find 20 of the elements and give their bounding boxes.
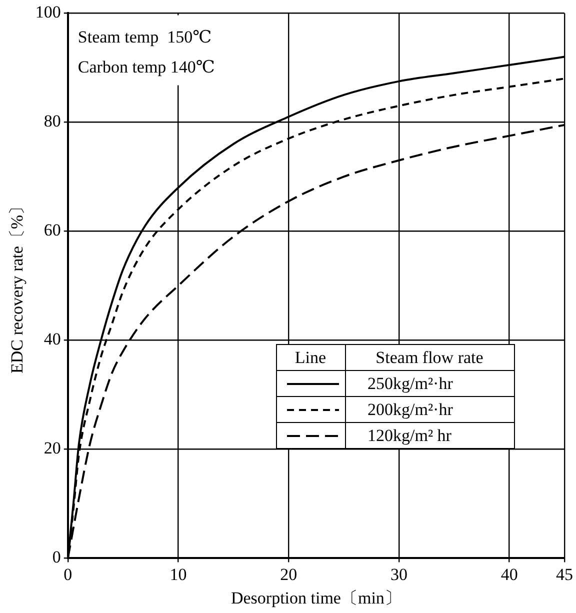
x-tick-label: 45 (556, 564, 573, 584)
annotation: Steam temp 150℃ (78, 28, 212, 47)
x-tick-label: 40 (500, 564, 518, 584)
x-tick-label: 10 (170, 564, 187, 584)
y-tick-label: 80 (44, 112, 61, 131)
annotation: Line (276, 344, 345, 371)
y-tick-label: 60 (44, 220, 61, 240)
legend-label: 200kg/m²·hr (345, 396, 514, 423)
y-axis-title: EDC recovery rate〔%〕 (8, 198, 27, 374)
x-tick-label: 30 (390, 564, 408, 584)
legend-title: Steam flow rate (345, 344, 514, 371)
x-tick-label: 20 (280, 564, 298, 584)
x-axis-title: Desorption time〔min〕 (230, 588, 402, 608)
annotation: Carbon temp 140℃ (78, 58, 215, 77)
y-tick-label: 100 (35, 2, 61, 22)
legend-label: 120kg/m² hr (345, 422, 514, 449)
legend-label: 250kg/m²·hr (345, 370, 514, 397)
y-tick-label: 0 (52, 548, 61, 567)
y-tick-label: 40 (44, 330, 61, 349)
y-tick-label: 20 (44, 438, 61, 458)
